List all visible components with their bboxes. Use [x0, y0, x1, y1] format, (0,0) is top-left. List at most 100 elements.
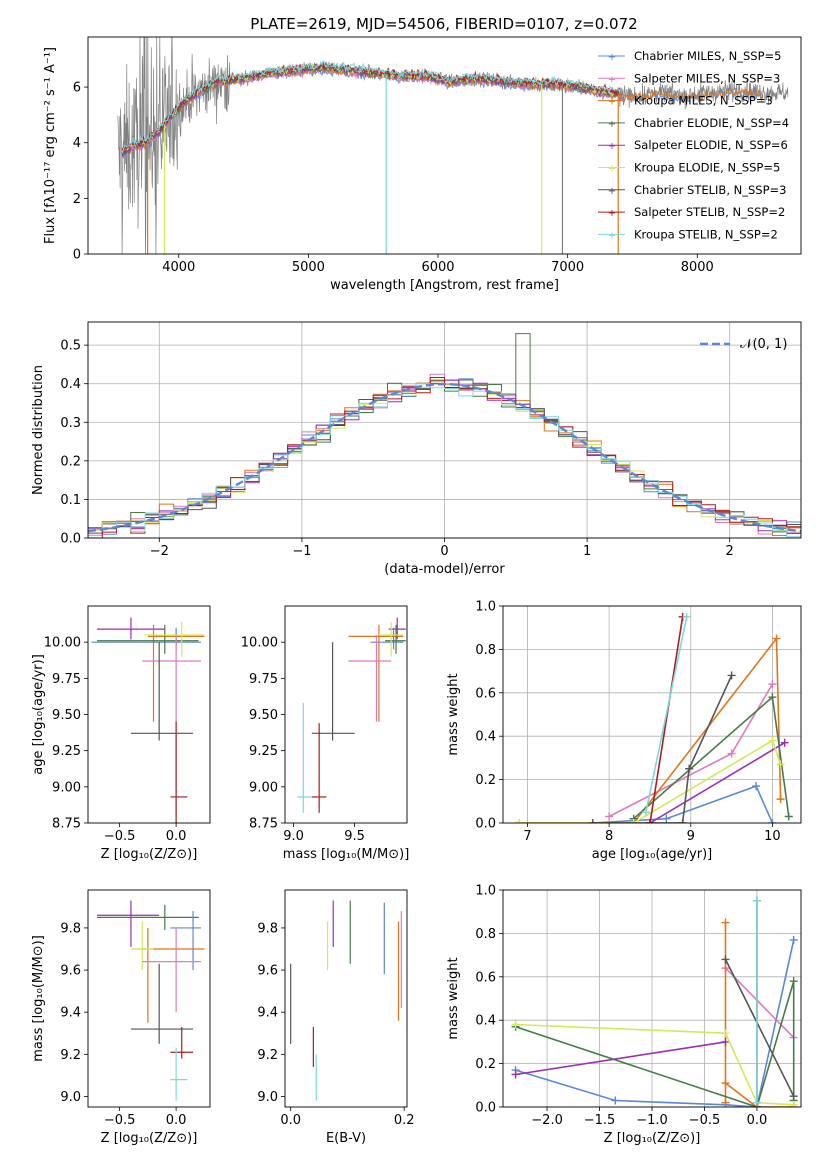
weight-marker — [721, 1079, 730, 1088]
weight-marker — [768, 693, 777, 702]
weight-marker — [752, 896, 761, 905]
y-axis-label: mass [log₁₀(M/M⊙)] — [31, 935, 46, 1062]
weight-line — [515, 1023, 794, 1106]
x-tick-label: 0.0 — [747, 1113, 768, 1128]
y-tick-label: 0.4 — [475, 730, 496, 745]
x-axis-label: mass [log₁₀(M/M⊙)] — [283, 847, 410, 862]
weight-line — [519, 739, 782, 823]
weight-marker — [588, 819, 597, 823]
x-tick-label: −0.5 — [104, 829, 136, 844]
y-tick-label: 0.6 — [475, 970, 496, 985]
x-tick-label: 8000 — [681, 260, 714, 275]
y-tick-label: 0.0 — [475, 817, 496, 832]
y-tick-label: 9.25 — [52, 744, 81, 759]
weight-marker — [641, 808, 650, 817]
age_vs_Z-axes: −0.5 0.0 8.75 9.00 9.25 9.50 9.75 10.00 Z [log₁₀… — [31, 605, 211, 862]
weight-marker — [605, 812, 614, 821]
weight_vs_Z-axes: −2.0 −1.5 −1.0 −0.5 0.0 0.0 0.2 0.4 0.6 0.8 1.0 Z [… — [446, 884, 802, 1146]
legend-entry: Kroupa ELODIE, N_SSP=5 — [634, 161, 780, 175]
x-axis-label: (data-model)/error — [384, 562, 505, 577]
residuals-axes: −2 −1 0 1 2 0.0 0.1 0.2 0.3 0.4 0.5 (data-model)/er… — [31, 321, 802, 577]
y-tick-label: 0.4 — [475, 1014, 496, 1029]
mass_vs_EBV-marks — [290, 900, 402, 1101]
x-tick-label: 8 — [605, 829, 613, 844]
residuals-marks — [88, 333, 801, 538]
y-tick-label: 1.0 — [475, 600, 496, 615]
y-tick-label: 8.75 — [249, 817, 278, 832]
weight-line — [515, 939, 795, 1107]
weight-marker — [721, 1037, 730, 1046]
x-tick-label: 0.2 — [394, 1113, 415, 1128]
axes-frame — [284, 889, 408, 1108]
spectrum-marks — [117, 37, 789, 254]
legend-entry: Salpeter MILES, N_SSP=3 — [634, 71, 780, 85]
y-axis-label: mass weight — [446, 673, 461, 755]
y-tick-label: 9.75 — [249, 672, 278, 687]
weight_vs_Z-marks — [511, 896, 798, 1107]
weight-marker — [645, 819, 654, 823]
y-tick-label: 0.5 — [60, 339, 81, 354]
weight-marker — [629, 819, 638, 823]
legend-marker: + — [608, 74, 616, 85]
x-tick-label: 10 — [764, 829, 781, 844]
y-axis-label: Flux [fλ10⁻¹⁷ erg cm⁻² s⁻¹ A⁻¹] — [43, 47, 58, 244]
x-tick-label: 0 — [440, 544, 448, 559]
axes-frame — [502, 605, 802, 824]
x-tick-label: −0.5 — [104, 1113, 136, 1128]
x-tick-label: 0.0 — [166, 829, 187, 844]
model-line — [121, 61, 621, 154]
y-tick-label: 4 — [73, 136, 81, 151]
y-tick-label: 9.0 — [257, 1090, 278, 1105]
legend-marker: + — [608, 230, 616, 241]
y-tick-label: 0.2 — [60, 454, 81, 469]
y-tick-label: 9.0 — [60, 1090, 81, 1105]
legend-entry: Chabrier ELODIE, N_SSP=4 — [634, 116, 789, 130]
weight_vs_age-axes: 7 8 9 10 0.0 0.2 0.4 0.6 0.8 1.0 age [log₁₀(age/yr… — [446, 600, 802, 862]
y-tick-label: 9.2 — [60, 1048, 81, 1063]
weight-marker — [768, 680, 777, 689]
y-tick-label: 6 — [73, 81, 81, 96]
model-line — [121, 63, 620, 155]
x-tick-label: −2 — [150, 544, 169, 559]
weight-marker — [611, 1096, 620, 1105]
y-tick-label: 9.00 — [249, 780, 278, 795]
x-axis-label: Z [log₁₀(Z/Z⊙)] — [101, 847, 198, 862]
weight-marker — [784, 812, 793, 821]
y-tick-label: 0.6 — [475, 686, 496, 701]
weight-line — [724, 959, 795, 1097]
legend-entry: Kroupa MILES, N_SSP=3 — [634, 94, 773, 108]
y-tick-label: 9.6 — [257, 964, 278, 979]
axes-frame — [87, 605, 211, 824]
axes-frame — [284, 605, 408, 824]
weight-marker — [721, 1029, 730, 1038]
y-tick-label: 9.4 — [257, 1006, 278, 1021]
x-tick-label: 0.0 — [166, 1113, 187, 1128]
y-axis-label: Normed distribution — [31, 365, 46, 495]
x-tick-label: 6000 — [421, 260, 454, 275]
legend: + Chabrier MILES, N_SSP=5 + Salpeter MILES,… — [598, 49, 789, 241]
x-tick-label: 0.0 — [280, 1113, 301, 1128]
x-tick-label: −2.0 — [531, 1113, 563, 1128]
y-tick-label: 0.2 — [475, 773, 496, 788]
weight-line — [649, 616, 684, 823]
weight-marker — [662, 814, 671, 823]
weight-marker — [511, 1070, 520, 1079]
axes-frame — [87, 36, 802, 255]
legend-marker: + — [608, 97, 616, 108]
age_vs_Z-marks — [91, 617, 205, 823]
weight-marker — [682, 612, 691, 621]
legend-marker: + — [608, 186, 616, 197]
weight-line — [515, 1041, 726, 1076]
y-tick-label: 9.75 — [52, 672, 81, 687]
axes-frame — [502, 889, 802, 1108]
y-tick-label: 0 — [73, 248, 81, 263]
weight-marker — [780, 738, 789, 747]
weight-marker — [789, 935, 798, 944]
weight-marker — [768, 736, 777, 745]
weight-marker — [721, 918, 730, 927]
x-tick-label: 9.0 — [283, 829, 304, 844]
x-tick-label: 4000 — [162, 260, 195, 275]
axes-frame — [87, 321, 802, 539]
legend-entry: Chabrier STELIB, N_SSP=3 — [634, 183, 786, 197]
legend-marker: + — [608, 208, 616, 219]
